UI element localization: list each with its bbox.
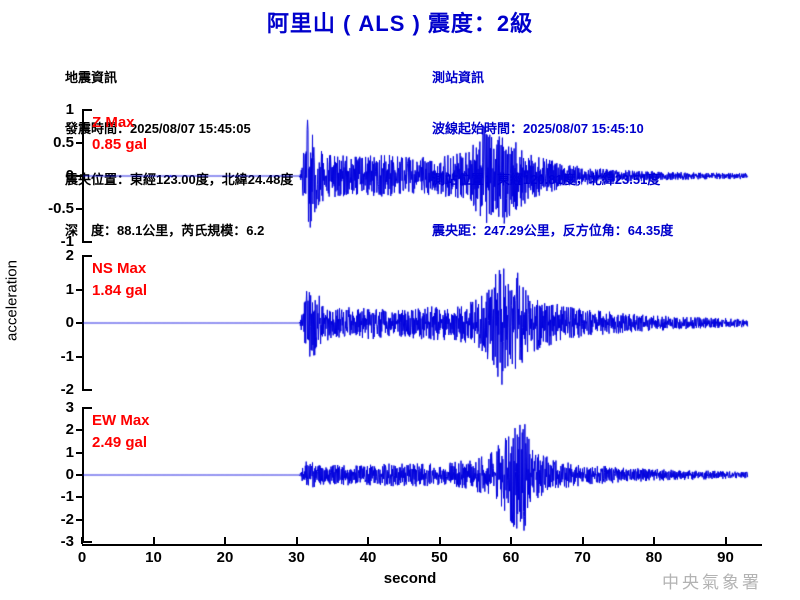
x-tick-label: 60 (502, 549, 520, 566)
station-info-heading: 測站資訊 (432, 70, 485, 85)
x-axis-tick (152, 537, 155, 544)
waveform-z (83, 98, 763, 254)
y-axis-tick (76, 355, 82, 358)
x-axis-tick (653, 537, 655, 544)
x-axis-tick (81, 537, 83, 544)
y-tick-label: -2 (60, 381, 74, 398)
y-tick-label: 0 (65, 314, 74, 331)
x-tick-label: 10 (145, 549, 162, 566)
y-tick-label: 0 (65, 466, 74, 483)
y-tick-label: 0 (65, 167, 74, 184)
x-axis-line (82, 544, 762, 546)
y-tick-label: -0.5 (48, 200, 74, 217)
agency-watermark: 中央氣象署 (662, 573, 762, 592)
y-tick-label: -1 (60, 488, 74, 506)
y-axis-tick (76, 451, 82, 454)
x-tick-label: 80 (645, 549, 663, 566)
y-axis-tick (76, 474, 82, 476)
x-tick-label: 30 (288, 549, 305, 566)
y-tick-label: -1 (60, 233, 74, 250)
page-title: 阿里山 ( ALS ) 震度：2級 (266, 11, 534, 36)
x-axis-tick (510, 537, 512, 544)
earthquake-info-heading: 地震資訊 (65, 70, 118, 85)
y-axis-tick (76, 175, 82, 177)
waveform-ew (83, 396, 763, 554)
y-tick-label: -2 (60, 510, 74, 528)
y-tick-label: 2 (65, 247, 74, 264)
y-axis-tick (76, 518, 82, 521)
y-axis-tick (76, 429, 82, 432)
y-tick-label: 2 (65, 421, 74, 439)
y-tick-label: 0.5 (53, 134, 74, 151)
x-tick-label: 70 (574, 549, 591, 566)
x-tick-label: 50 (431, 549, 448, 566)
y-tick-label: 1 (65, 101, 74, 118)
x-axis-tick (295, 537, 298, 544)
y-axis-tick (76, 496, 82, 499)
y-tick-label: 1 (65, 443, 74, 461)
y-axis-title: acceleration (3, 260, 21, 341)
x-tick-label: 20 (216, 549, 234, 566)
x-axis-tick (438, 537, 441, 544)
x-tick-label: 0 (77, 549, 87, 566)
x-axis-tick (581, 537, 584, 544)
x-axis-title: second (383, 570, 437, 587)
waveform-ns (83, 244, 763, 402)
y-axis-tick (76, 288, 82, 291)
y-axis-tick (76, 208, 82, 210)
y-tick-label: 3 (65, 399, 74, 416)
x-axis-tick (224, 537, 226, 544)
y-tick-label: -3 (60, 533, 74, 550)
y-axis-tick (76, 142, 82, 144)
x-tick-label: 40 (359, 549, 377, 566)
y-tick-label: -1 (60, 347, 74, 365)
y-axis-tick (76, 322, 82, 324)
x-axis-tick (367, 537, 369, 544)
y-tick-label: 1 (65, 280, 74, 298)
x-tick-label: 90 (717, 549, 734, 566)
x-axis-tick (724, 537, 727, 544)
